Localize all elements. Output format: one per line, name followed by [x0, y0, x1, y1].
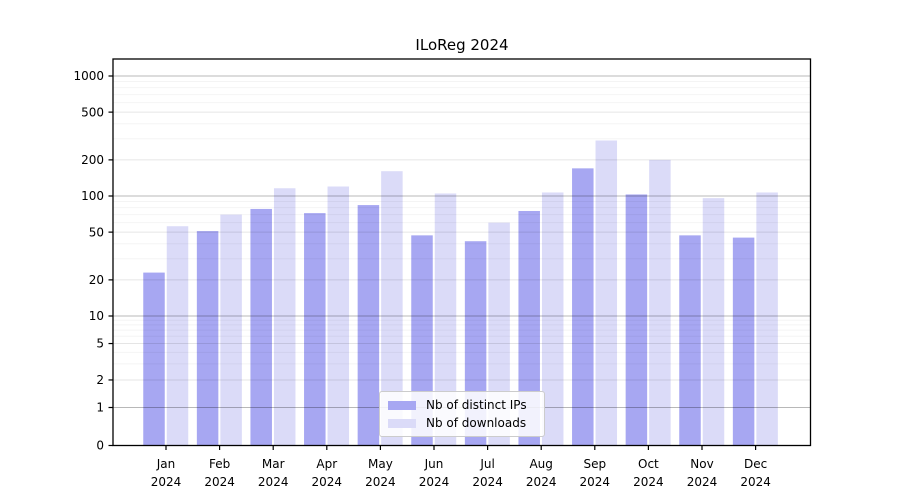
legend-label-downloads: Nb of downloads: [426, 416, 527, 430]
bar-jan-downloads: [166, 226, 189, 446]
x-tick-label-year: 2024: [365, 475, 396, 489]
x-tick-label-month: Nov: [690, 457, 713, 471]
bar-jul-downloads: [488, 222, 510, 446]
bar-aug-distinct-ips: [518, 210, 540, 446]
x-tick-label-month: Mar: [262, 457, 285, 471]
bar-nov-downloads: [702, 198, 725, 446]
bar-may-downloads: [381, 171, 403, 446]
x-tick-label-year: 2024: [580, 475, 611, 489]
x-tick-label-month: Feb: [209, 457, 230, 471]
x-tick-label-month: Apr: [316, 457, 337, 471]
y-tick-label: 500: [81, 105, 104, 119]
y-tick-label: 1: [96, 401, 104, 415]
bar-oct-downloads: [649, 159, 671, 446]
x-tick-label-year: 2024: [258, 475, 289, 489]
x-tick-label-month: Jun: [424, 457, 444, 471]
bar-feb-distinct-ips: [196, 231, 219, 446]
y-tick-label: 1000: [73, 69, 104, 83]
bar-mar-distinct-ips: [250, 208, 272, 446]
bar-aug-downloads: [541, 192, 564, 446]
x-tick-label-year: 2024: [526, 475, 557, 489]
bar-mar-downloads: [273, 188, 296, 446]
bar-jan-distinct-ips: [143, 272, 165, 446]
bar-sep-downloads: [595, 140, 618, 446]
y-tick-label: 10: [89, 309, 104, 323]
bar-nov-distinct-ips: [679, 235, 701, 446]
legend-item-downloads: Nb of downloads: [388, 416, 536, 430]
y-tick-label: 50: [89, 225, 104, 239]
x-tick-label-year: 2024: [151, 475, 182, 489]
y-tick-label: 0: [96, 439, 104, 453]
x-tick-label-year: 2024: [472, 475, 503, 489]
x-tick-label-month: May: [368, 457, 393, 471]
x-tick-label-month: Oct: [638, 457, 659, 471]
x-tick-label-year: 2024: [204, 475, 235, 489]
bar-sep-distinct-ips: [572, 168, 594, 446]
y-tick-label: 200: [81, 153, 104, 167]
x-tick-label-year: 2024: [312, 475, 343, 489]
chart-title: ILoReg 2024: [415, 36, 509, 54]
y-tick-label: 100: [81, 189, 104, 203]
x-tick-label-month: Dec: [744, 457, 767, 471]
bar-dec-downloads: [756, 192, 778, 446]
x-tick-label-month: Aug: [529, 457, 552, 471]
legend-item-distinct-ips: Nb of distinct IPs: [388, 398, 536, 412]
bar-oct-distinct-ips: [625, 194, 648, 446]
legend: Nb of distinct IPs Nb of downloads: [379, 391, 545, 437]
bar-may-distinct-ips: [357, 205, 380, 446]
bar-apr-downloads: [327, 186, 350, 446]
x-tick-label-month: Jul: [479, 457, 494, 471]
x-tick-label-year: 2024: [740, 475, 771, 489]
plot-border: [112, 58, 812, 447]
bar-jun-downloads: [434, 193, 457, 446]
bar-dec-distinct-ips: [732, 237, 755, 446]
x-tick-label-year: 2024: [633, 475, 664, 489]
y-tick-label: 20: [89, 273, 104, 287]
legend-swatch-distinct-ips: [388, 400, 416, 410]
x-tick-label-month: Jan: [156, 457, 176, 471]
x-tick-label-month: Sep: [583, 457, 606, 471]
y-tick-label: 5: [96, 337, 104, 351]
y-tick-label: 2: [96, 373, 104, 387]
bar-feb-downloads: [220, 214, 242, 446]
x-tick-label-year: 2024: [419, 475, 450, 489]
x-tick-label-year: 2024: [687, 475, 718, 489]
legend-swatch-downloads: [388, 418, 416, 428]
legend-label-distinct-ips: Nb of distinct IPs: [426, 398, 527, 412]
bar-apr-distinct-ips: [304, 213, 326, 446]
